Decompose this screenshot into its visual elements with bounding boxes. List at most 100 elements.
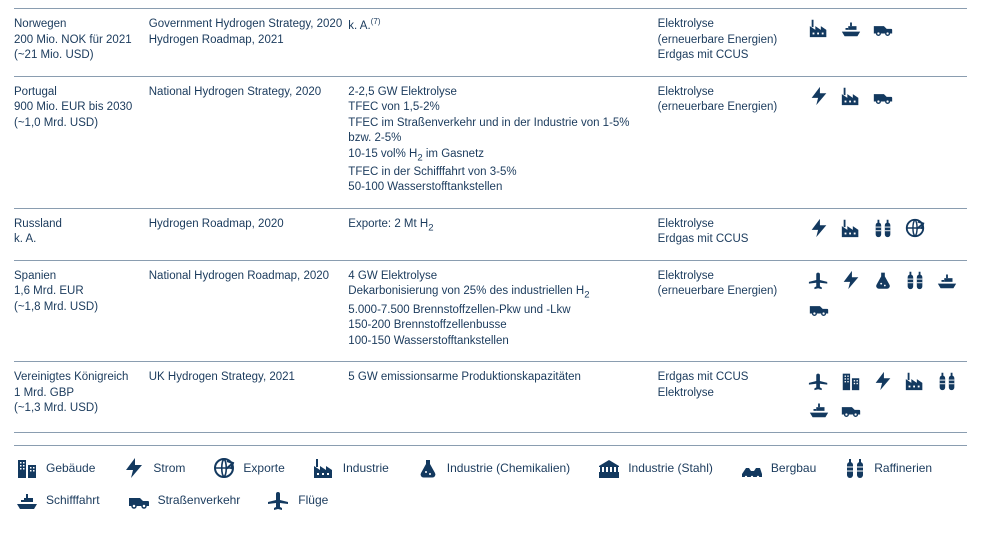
country-name: Russland: [14, 217, 143, 233]
strategy-line: National Hydrogen Strategy, 2020: [149, 85, 343, 101]
strategy-cell: Hydrogen Roadmap, 2020: [149, 208, 349, 260]
tech-cell: Elektrolyse(erneuerbare Energien): [658, 76, 808, 208]
legend-label: Straßenverkehr: [158, 493, 241, 507]
icons-cell: [807, 208, 967, 260]
legend-item: Schifffahrt: [14, 488, 100, 512]
strategy-line: Hydrogen Roadmap, 2020: [149, 217, 343, 233]
power-icon: [871, 370, 895, 392]
flights-icon: [266, 488, 292, 512]
tech-cell: Elektrolyse(erneuerbare Energien)Erdgas …: [658, 9, 808, 77]
targets-cell: k. A.(7): [348, 9, 657, 77]
steel-icon: [596, 456, 622, 480]
legend-label: Industrie (Stahl): [628, 461, 713, 475]
icons-cell: [807, 76, 967, 208]
table-row: Portugal900 Mio. EUR bis 2030(~1,0 Mrd. …: [14, 76, 967, 208]
legend-label: Raffinerien: [874, 461, 932, 475]
buildings-icon: [14, 456, 40, 480]
shipping-icon: [839, 17, 863, 39]
strategy-cell: National Hydrogen Strategy, 2020: [149, 76, 349, 208]
mining-icon: [739, 456, 765, 480]
power-icon: [807, 217, 831, 239]
country-cell: Vereinigtes Königreich1 Mrd. GBP(~1,3 Mr…: [14, 362, 149, 433]
target-line: Exporte: 2 Mt H2: [348, 217, 651, 235]
legend-item: Straßenverkehr: [126, 488, 241, 512]
legend-item: Bergbau: [739, 456, 816, 480]
country-budget-line: 1 Mrd. GBP: [14, 386, 143, 402]
legend-item: Exporte: [211, 456, 284, 480]
target-line: Dekarbonisierung von 25% des industriell…: [348, 284, 651, 302]
tech-line: Erdgas mit CCUS: [658, 48, 802, 64]
tech-line: Elektrolyse: [658, 85, 802, 101]
flights-icon: [807, 370, 831, 392]
targets-cell: 2-2,5 GW ElektrolyseTFEC von 1,5-2%TFEC …: [348, 76, 657, 208]
industry-icon: [807, 17, 831, 39]
tech-line: Elektrolyse: [658, 269, 802, 285]
buildings-icon: [839, 370, 863, 392]
road-icon: [807, 297, 831, 319]
icons-cell: [807, 260, 967, 361]
table-row: Spanien1,6 Mrd. EUR(~1,8 Mrd. USD) Nation…: [14, 260, 967, 361]
country-cell: Portugal900 Mio. EUR bis 2030(~1,0 Mrd. …: [14, 76, 149, 208]
road-icon: [126, 488, 152, 512]
tech-line: (erneuerbare Energien): [658, 100, 802, 116]
tech-line: Elektrolyse: [658, 386, 802, 402]
strategy-line: Hydrogen Roadmap, 2021: [149, 33, 343, 49]
chemicals-icon: [871, 269, 895, 291]
power-icon: [121, 456, 147, 480]
country-name: Vereinigtes Königreich: [14, 370, 143, 386]
country-budget-line: (~1,8 Mrd. USD): [14, 300, 143, 316]
country-budget-line: 1,6 Mrd. EUR: [14, 284, 143, 300]
tech-line: Elektrolyse: [658, 17, 802, 33]
country-name: Norwegen: [14, 17, 143, 33]
target-line: 5.000-7.500 Brennstoffzellen-Pkw und -Lk…: [348, 303, 651, 319]
targets-cell: 5 GW emissionsarme Produktionskapazitäte…: [348, 362, 657, 433]
icons-cell: [807, 362, 967, 433]
target-line: 150-200 Brennstoffzellenbusse: [348, 318, 651, 334]
legend-item: Industrie: [311, 456, 389, 480]
targets-cell: Exporte: 2 Mt H2: [348, 208, 657, 260]
strategy-cell: UK Hydrogen Strategy, 2021: [149, 362, 349, 433]
country-cell: Norwegen200 Mio. NOK für 2021(~21 Mio. U…: [14, 9, 149, 77]
legend-label: Bergbau: [771, 461, 816, 475]
icon-legend: GebäudeStromExporteIndustrieIndustrie (C…: [14, 445, 967, 512]
hydrogen-strategies-table: Norwegen200 Mio. NOK für 2021(~21 Mio. U…: [14, 8, 967, 433]
tech-line: (erneuerbare Energien): [658, 284, 802, 300]
country-budget-line: 900 Mio. EUR bis 2030: [14, 100, 143, 116]
legend-item: Industrie (Stahl): [596, 456, 713, 480]
legend-item: Industrie (Chemikalien): [415, 456, 570, 480]
refineries-icon: [871, 217, 895, 239]
country-budget-line: (~21 Mio. USD): [14, 48, 143, 64]
legend-label: Industrie: [343, 461, 389, 475]
country-budget-line: 200 Mio. NOK für 2021: [14, 33, 143, 49]
country-name: Portugal: [14, 85, 143, 101]
target-line: k. A.(7): [348, 17, 651, 34]
road-icon: [839, 398, 863, 420]
targets-cell: 4 GW ElektrolyseDekarbonisierung von 25%…: [348, 260, 657, 361]
refineries-icon: [903, 269, 927, 291]
country-name: Spanien: [14, 269, 143, 285]
strategy-line: National Hydrogen Roadmap, 2020: [149, 269, 343, 285]
tech-cell: ElektrolyseErdgas mit CCUS: [658, 208, 808, 260]
industry-icon: [839, 85, 863, 107]
strategy-line: UK Hydrogen Strategy, 2021: [149, 370, 343, 386]
target-line: 4 GW Elektrolyse: [348, 269, 651, 285]
tech-line: Erdgas mit CCUS: [658, 370, 802, 386]
refineries-icon: [842, 456, 868, 480]
road-icon: [871, 85, 895, 107]
shipping-icon: [14, 488, 40, 512]
icons-cell: [807, 9, 967, 77]
table-row: Norwegen200 Mio. NOK für 2021(~21 Mio. U…: [14, 9, 967, 77]
industry-icon: [903, 370, 927, 392]
target-line: TFEC in der Schifffahrt von 3-5%: [348, 165, 651, 181]
chemicals-icon: [415, 456, 441, 480]
tech-line: Erdgas mit CCUS: [658, 232, 802, 248]
strategy-line: Government Hydrogen Strategy, 2020: [149, 17, 343, 33]
power-icon: [839, 269, 863, 291]
legend-label: Schifffahrt: [46, 493, 100, 507]
exports-icon: [211, 456, 237, 480]
legend-item: Strom: [121, 456, 185, 480]
target-line: 2-2,5 GW Elektrolyse: [348, 85, 651, 101]
power-icon: [807, 85, 831, 107]
country-budget-line: (~1,3 Mrd. USD): [14, 401, 143, 417]
table-row: Vereinigtes Königreich1 Mrd. GBP(~1,3 Mr…: [14, 362, 967, 433]
